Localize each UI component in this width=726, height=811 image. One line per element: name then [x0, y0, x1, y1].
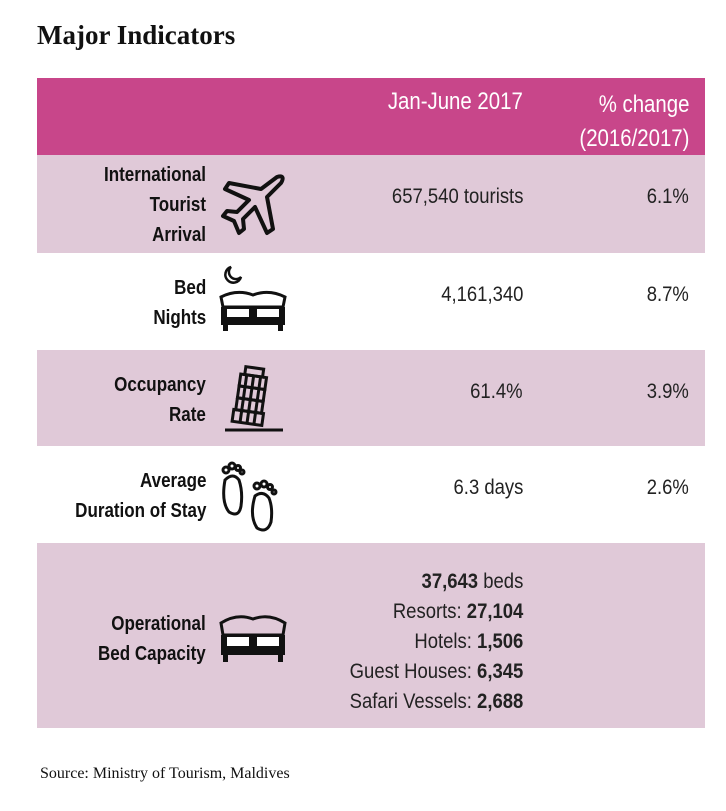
breakdown-label: Guest Houses:: [349, 660, 472, 683]
breakdown-label: Resorts:: [392, 600, 462, 623]
row-value: 4,161,340: [440, 283, 523, 306]
page-title: Major Indicators: [37, 20, 236, 50]
row-value: 657,540 tourists: [391, 185, 523, 208]
bed-capacity-values: 37,643 beds Resorts: 27,104 Hotels: 1,50…: [349, 567, 523, 717]
row-change: 6.1%: [646, 185, 689, 208]
bed-icon: [219, 615, 287, 662]
row-value: 6.3 days: [453, 476, 523, 499]
breakdown-label: Safari Vessels:: [349, 690, 472, 713]
indicators-table: Jan-June 2017 % change (2016/2017) Inter…: [37, 78, 705, 728]
row-label: International Tourist Arrival: [104, 160, 206, 250]
label-line: Nights: [153, 307, 206, 329]
row-label: Average Duration of Stay: [75, 466, 206, 526]
row-label: Occupancy Rate: [114, 370, 206, 430]
breakdown-item: Resorts: 27,104: [349, 597, 523, 627]
total-beds: 37,643 beds: [349, 567, 523, 597]
table-row: Operational Bed Capacity 37,643 beds Res…: [37, 543, 705, 728]
breakdown-value: 6,345: [476, 660, 523, 683]
source-note: Source: Ministry of Tourism, Maldives: [40, 765, 290, 782]
label-line: Rate: [169, 404, 206, 426]
table-row: Bed Nights 4,161,340 8.7%: [37, 253, 705, 350]
breakdown-value: 2,688: [476, 690, 523, 713]
breakdown-label: Hotels:: [414, 630, 472, 653]
label-line: Occupancy: [114, 374, 206, 396]
table-row: Occupancy Rate 61.4% 3.9%: [37, 350, 705, 446]
row-change: 8.7%: [646, 283, 689, 306]
breakdown-item: Hotels: 1,506: [349, 627, 523, 657]
bed-moon-icon: [219, 265, 287, 331]
label-line: Bed: [173, 277, 206, 299]
total-beds-value: 37,643: [421, 570, 478, 593]
breakdown-item: Guest Houses: 6,345: [349, 657, 523, 687]
breakdown-item: Safari Vessels: 2,688: [349, 687, 523, 717]
header-change: % change (2016/2017): [579, 88, 689, 156]
leaning-tower-icon: [225, 364, 283, 432]
label-line: Average: [139, 470, 206, 492]
row-label: Operational Bed Capacity: [98, 609, 206, 669]
airplane-icon: [221, 174, 285, 235]
table-header: Jan-June 2017 % change (2016/2017): [37, 78, 705, 155]
table-row: International Tourist Arrival 657,540 to…: [37, 155, 705, 253]
header-period: Jan-June 2017: [388, 88, 523, 115]
label-line: Tourist: [149, 194, 206, 216]
row-value: 61.4%: [470, 380, 523, 403]
label-line: Operational: [111, 613, 206, 635]
row-label: Bed Nights: [153, 273, 206, 333]
label-line: Bed Capacity: [98, 643, 206, 665]
table-row: Average Duration of Stay 6.3 days 2.6%: [37, 446, 705, 543]
header-change-line1: % change: [598, 91, 689, 118]
row-change: 3.9%: [646, 380, 689, 403]
footprints-icon: [221, 461, 278, 532]
label-line: International: [103, 164, 206, 186]
label-line: Duration of Stay: [74, 500, 206, 522]
breakdown-value: 1,506: [476, 630, 523, 653]
header-change-line2: (2016/2017): [578, 125, 689, 152]
row-change: 2.6%: [646, 476, 689, 499]
breakdown-value: 27,104: [466, 600, 523, 623]
total-beds-unit: beds: [482, 570, 523, 593]
label-line: Arrival: [152, 224, 206, 246]
